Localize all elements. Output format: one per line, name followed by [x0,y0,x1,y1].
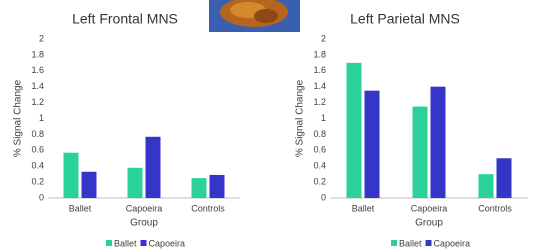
y-tick-label: 0.4 [313,161,326,171]
y-tick-label: 1.4 [313,81,326,91]
bar [146,137,161,198]
legend-swatch [391,240,397,246]
y-tick-label: 2 [321,33,326,43]
y-tick-label: 0.2 [31,176,44,186]
y-tick-label: 1.2 [313,97,326,107]
y-tick-label: 0 [321,192,326,202]
brain-image [209,0,300,32]
y-tick-label: 1.6 [313,65,326,75]
legend-label: Ballet [399,238,422,248]
bar [128,168,143,198]
y-tick-label: 1.8 [313,49,326,59]
legend-label: Capoeira [434,238,471,248]
y-tick-label: 2 [39,33,44,43]
x-tick-label: Capoeira [126,203,163,213]
bar [479,174,494,198]
bar [431,87,446,198]
bar [82,172,97,198]
legend-label: Ballet [114,238,137,248]
y-axis-title: % Signal Change [295,79,306,157]
bar [192,178,207,198]
legend-swatch [106,240,112,246]
y-axis-title: % Signal Change [13,79,24,157]
bar [347,63,362,198]
y-tick-label: 0.6 [31,145,44,155]
y-tick-label: 1.4 [31,81,44,91]
chart-title: Left Frontal MNS [72,11,178,27]
x-tick-label: Ballet [69,203,92,213]
x-axis-title: Group [130,218,158,229]
bar [413,107,428,198]
bar [210,175,225,198]
x-tick-label: Ballet [352,203,375,213]
x-tick-label: Capoeira [411,203,448,213]
y-tick-label: 1.2 [31,97,44,107]
x-tick-label: Controls [191,203,225,213]
y-tick-label: 1 [39,113,44,123]
x-axis-title: Group [415,218,443,229]
y-tick-label: 1.6 [31,65,44,75]
bar [497,158,512,198]
y-tick-label: 1.8 [31,49,44,59]
bar [365,91,380,198]
legend-label: Capoeira [149,238,186,248]
y-tick-label: 0.8 [313,129,326,139]
y-tick-label: 0.6 [313,145,326,155]
y-tick-label: 1 [321,113,326,123]
bar [64,153,79,198]
legend-swatch [426,240,432,246]
x-tick-label: Controls [478,203,512,213]
y-tick-label: 0.2 [313,176,326,186]
y-tick-label: 0.8 [31,129,44,139]
legend-swatch [141,240,147,246]
chart-title: Left Parietal MNS [350,11,460,27]
y-tick-label: 0 [39,192,44,202]
page: Left Frontal MNS 0 0.2 0.4 0.6 0.8 1 1.2 1.4 1.6 1… [0,0,537,251]
y-tick-label: 0.4 [31,161,44,171]
